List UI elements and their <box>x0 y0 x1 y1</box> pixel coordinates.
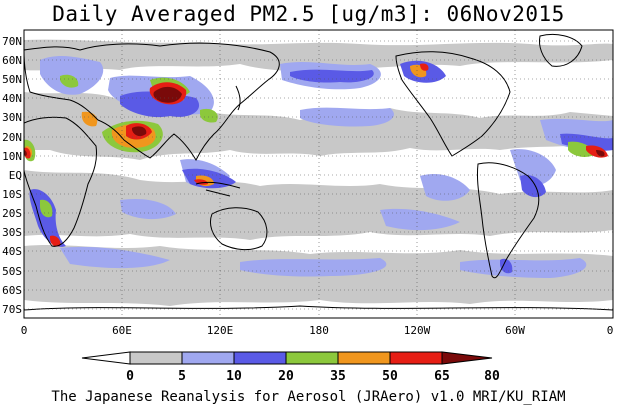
lat-label: 50N <box>2 73 22 86</box>
colorbar-segment-10-20 <box>181 351 235 365</box>
colorbar-segment-below-5 <box>81 351 131 365</box>
colorbar-segment-65-80 <box>389 351 443 365</box>
lon-label: 60W <box>505 324 525 337</box>
lon-label: 0 <box>607 324 614 337</box>
lat-label: 10N <box>2 150 22 163</box>
lon-label: 0 <box>21 324 28 337</box>
lat-lon-grid <box>24 30 613 318</box>
lat-label: 30N <box>2 111 22 124</box>
lat-label: 40N <box>2 92 22 105</box>
colorbar-segment-20-35 <box>233 351 287 365</box>
latitude-axis: 70N 60N 50N 40N 30N 20N 10N EQ 10S 20S 3… <box>2 35 22 316</box>
greenland-coastline <box>539 33 583 67</box>
pm25-level-above-80 <box>24 86 605 157</box>
map-frame <box>23 29 614 319</box>
lat-label: 60S <box>2 284 22 297</box>
lat-label: 10S <box>2 188 22 201</box>
lat-label: 20N <box>2 131 22 144</box>
pm25-concentration-field <box>24 30 613 318</box>
map-title: Daily Averaged PM2.5 [ug/m3]: 06Nov2015 <box>52 2 565 26</box>
dataset-credit: The Japanese Reanalysis for Aerosol (JRA… <box>51 389 566 405</box>
colorbar-segment-above-80 <box>441 351 493 365</box>
colorbar-tick-label: 50 <box>382 369 398 384</box>
lat-label: 40S <box>2 245 22 258</box>
colorbar-tick-label: 10 <box>226 369 242 384</box>
lon-label: 120W <box>404 324 431 337</box>
lat-label: 50S <box>2 265 22 278</box>
lon-label: 180 <box>309 324 329 337</box>
colorbar: 0 5 10 20 35 50 65 80 <box>81 351 500 384</box>
lat-label: 60N <box>2 54 22 67</box>
colorbar-segment-5-10 <box>129 351 183 365</box>
coastline-outlines <box>24 33 613 311</box>
colorbar-tick-label: 35 <box>330 369 346 384</box>
north-america-coastline <box>395 51 511 157</box>
africa-coastline <box>24 116 97 247</box>
colorbar-tick-label: 5 <box>178 369 186 384</box>
lon-label: 120E <box>207 324 234 337</box>
south-america-coastline <box>477 162 540 279</box>
colorbar-segment-50-65 <box>337 351 391 365</box>
eurasia-coastline <box>24 42 280 162</box>
colorbar-segment-35-50 <box>285 351 339 365</box>
antarctica-coastline <box>24 305 613 311</box>
lat-label: 20S <box>2 207 22 220</box>
colorbar-tick-label: 80 <box>484 369 500 384</box>
lat-label: 70N <box>2 35 22 48</box>
lat-label: 70S <box>2 303 22 316</box>
australia-coastline <box>209 207 268 251</box>
map-plot-area: 70N 60N 50N 40N 30N 20N 10N EQ 10S 20S 3… <box>2 29 614 337</box>
lat-label: EQ <box>9 169 22 182</box>
lat-label: 30S <box>2 226 22 239</box>
longitude-axis: 0 60E 120E 180 120W 60W 0 <box>21 324 614 337</box>
colorbar-tick-label: 20 <box>278 369 294 384</box>
colorbar-tick-label: 0 <box>126 369 134 384</box>
indonesia-coastline <box>195 181 241 197</box>
colorbar-tick-label: 65 <box>434 369 450 384</box>
pm25-map-figure: 70N 60N 50N 40N 30N 20N 10N EQ 10S 20S 3… <box>2 29 614 384</box>
lon-label: 60E <box>112 324 132 337</box>
